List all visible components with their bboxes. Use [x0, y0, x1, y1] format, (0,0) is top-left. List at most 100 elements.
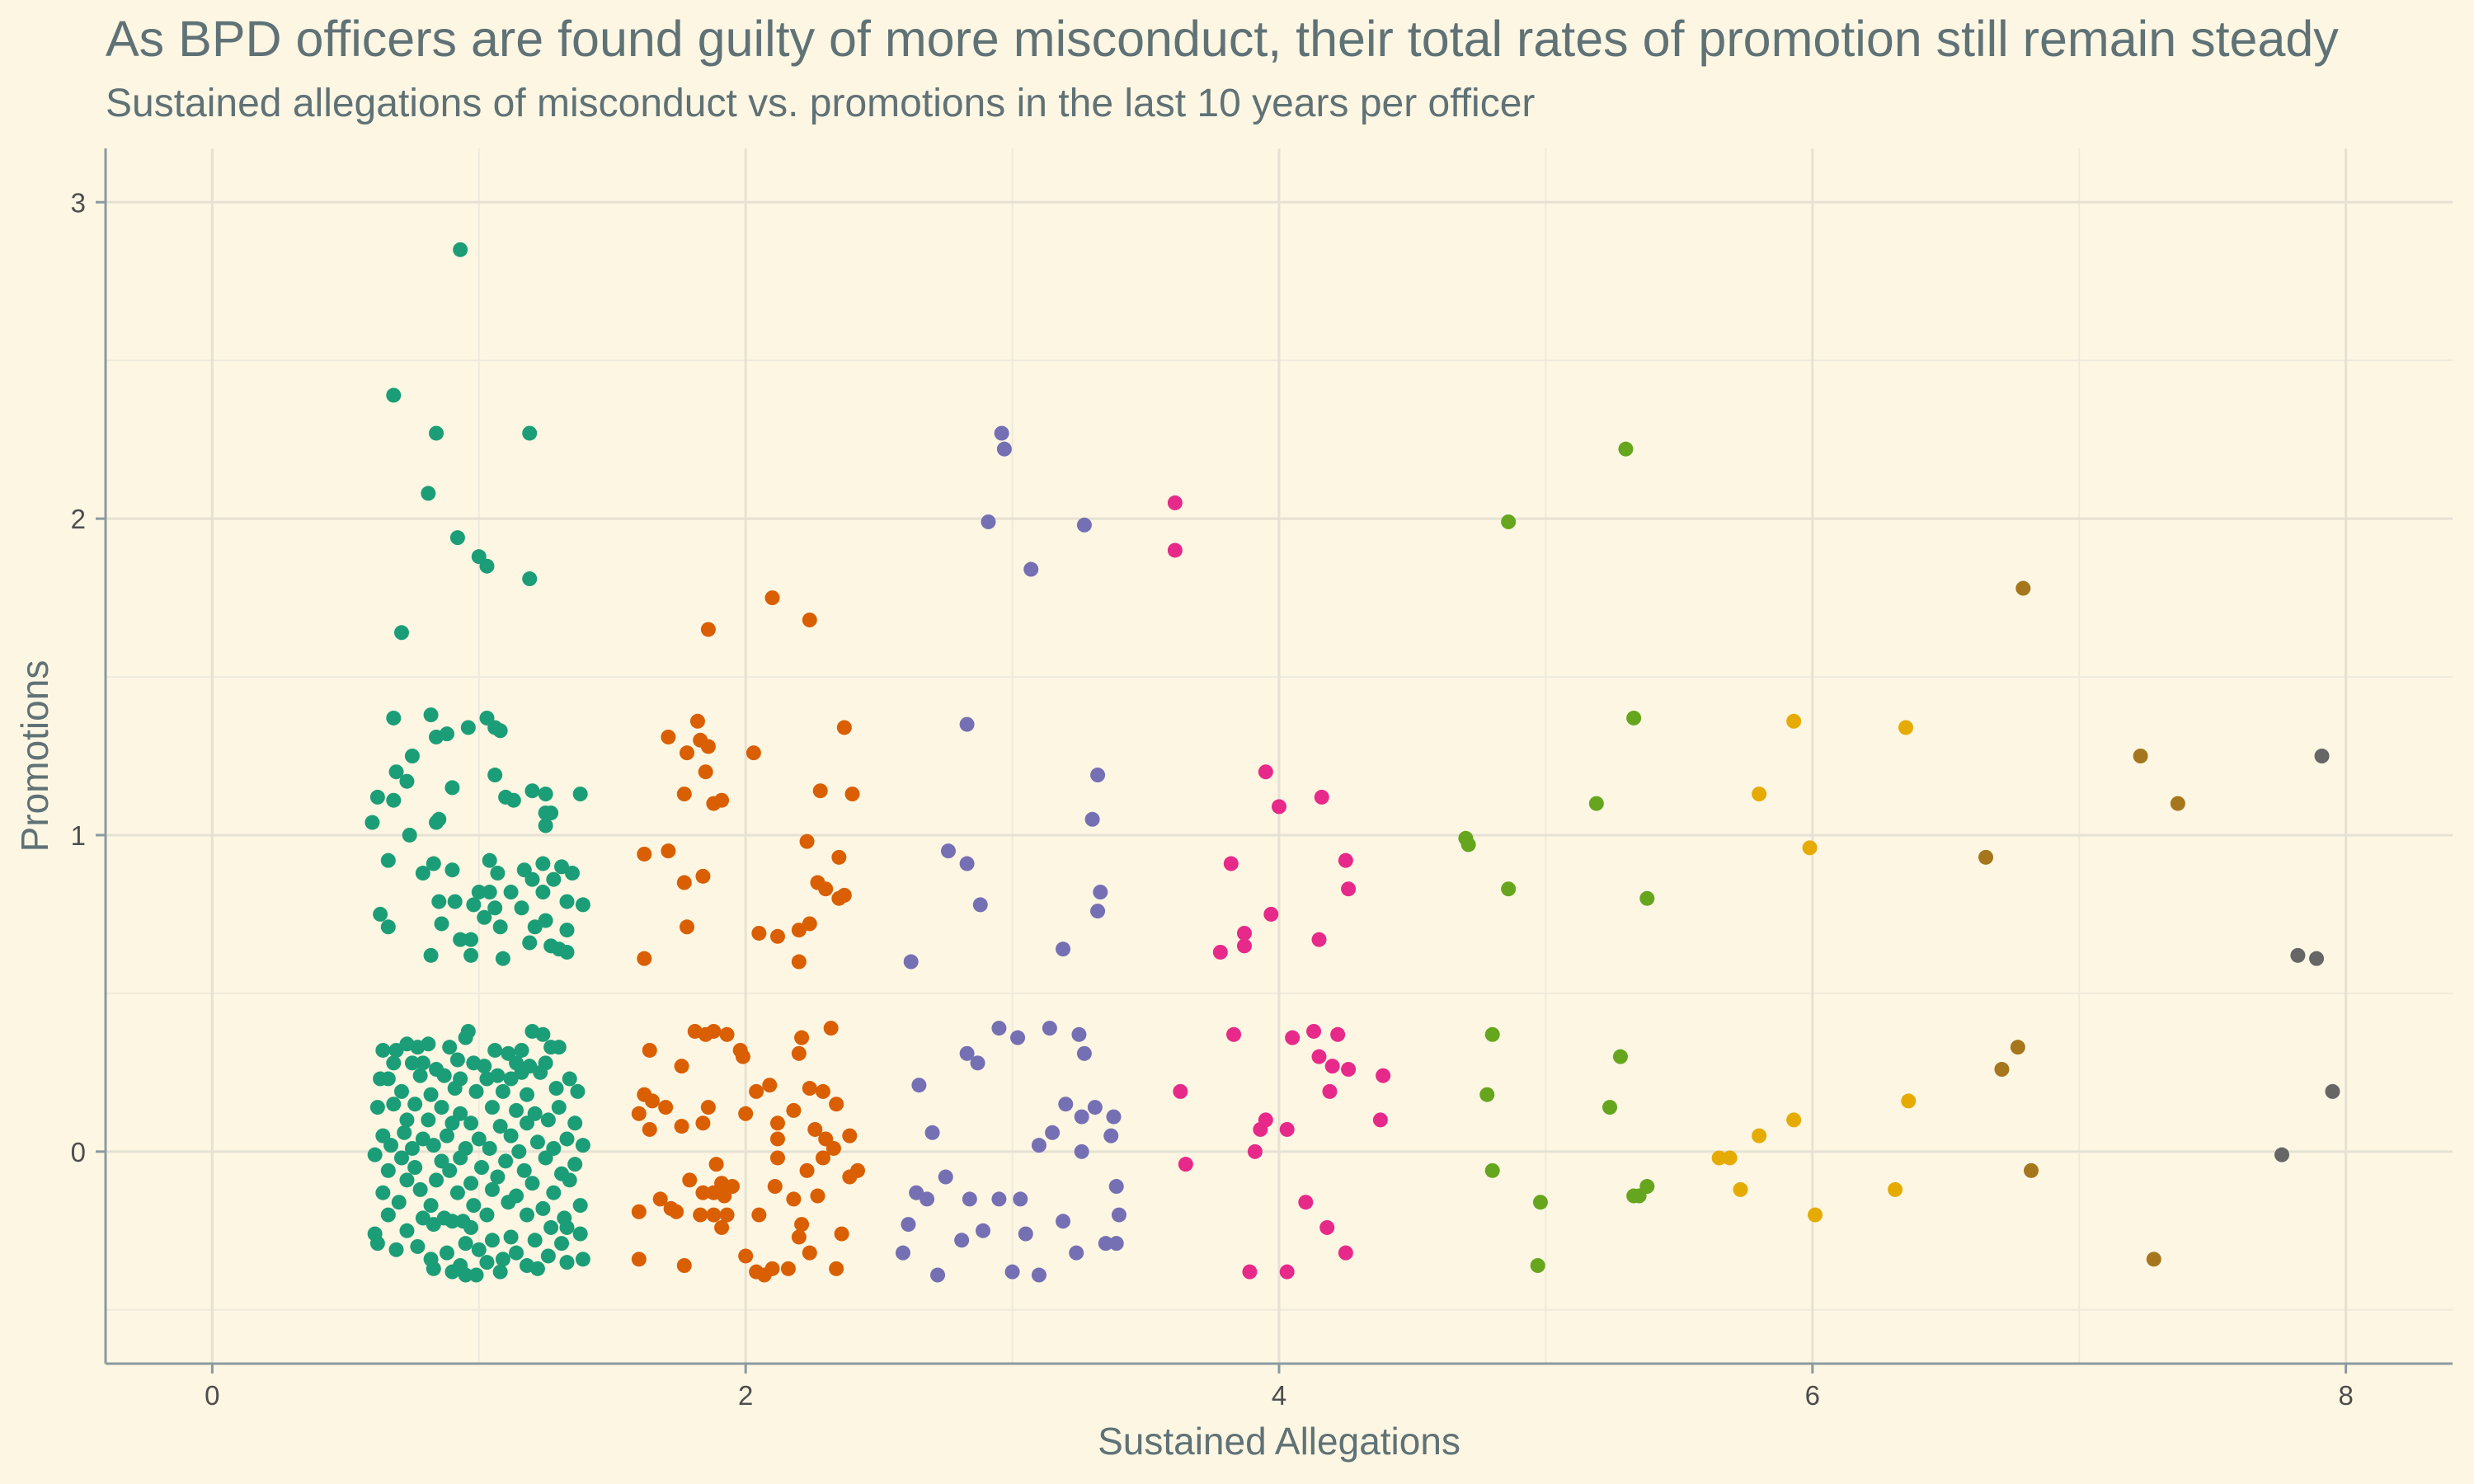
chart-title: As BPD officers are found guilty of more…: [106, 11, 2339, 67]
data-point: [1093, 885, 1108, 900]
data-point: [386, 792, 402, 808]
data-point: [533, 1064, 548, 1080]
data-point: [484, 1233, 500, 1248]
data-point: [652, 1191, 668, 1207]
data-point: [637, 951, 652, 966]
data-point: [393, 1150, 409, 1166]
data-point: [1071, 1026, 1087, 1042]
data-point: [471, 1242, 487, 1257]
data-point: [482, 852, 497, 868]
data-point: [762, 1078, 778, 1093]
data-point: [535, 885, 551, 900]
data-point: [1901, 1093, 1917, 1109]
data-point: [516, 1162, 532, 1178]
data-point: [661, 729, 676, 744]
data-point: [674, 1059, 689, 1074]
x-tick-label: 4: [1272, 1380, 1286, 1411]
data-point: [909, 1185, 924, 1200]
data-point: [719, 1026, 735, 1042]
data-point: [2314, 749, 2330, 763]
data-point: [1279, 1121, 1295, 1137]
data-point: [769, 1131, 785, 1147]
data-point: [524, 1176, 540, 1191]
data-point: [373, 906, 388, 922]
data-point: [415, 866, 430, 881]
data-point: [836, 720, 852, 735]
data-point: [529, 1134, 545, 1150]
data-point: [423, 1087, 439, 1102]
data-point: [575, 897, 590, 913]
data-point: [439, 1245, 454, 1261]
data-point: [503, 885, 519, 900]
data-point: [404, 1055, 420, 1071]
data-point: [511, 1144, 527, 1159]
data-point: [676, 875, 692, 890]
data-point: [1056, 942, 1071, 957]
data-point: [642, 1121, 657, 1137]
data-point: [559, 894, 575, 909]
chart-subtitle: Sustained allegations of misconduct vs. …: [106, 82, 1536, 125]
data-point: [495, 1252, 510, 1267]
data-point: [421, 1112, 436, 1128]
data-point: [1108, 1179, 1124, 1195]
data-point: [412, 1068, 428, 1083]
data-point: [1212, 944, 1228, 960]
data-point: [567, 1157, 583, 1172]
data-point: [415, 1131, 430, 1147]
data-point: [1319, 1219, 1335, 1235]
data-point: [682, 1172, 698, 1188]
data-point: [506, 792, 521, 808]
data-point: [1376, 1068, 1391, 1083]
data-point: [812, 783, 828, 799]
data-point: [1272, 799, 1286, 815]
data-point: [434, 916, 449, 932]
data-point: [460, 1023, 476, 1039]
data-point: [421, 1036, 436, 1052]
data-point: [1978, 849, 1994, 865]
data-point: [1602, 1100, 1618, 1115]
data-point: [924, 1125, 940, 1140]
data-point: [2309, 951, 2325, 966]
data-point: [708, 1157, 724, 1172]
data-point: [380, 919, 396, 935]
data-point: [680, 745, 695, 761]
data-point: [2325, 1083, 2340, 1099]
data-point: [380, 1162, 396, 1178]
data-point: [540, 1248, 556, 1264]
data-point: [1338, 852, 1353, 868]
data-point: [700, 739, 716, 754]
data-point: [780, 1261, 796, 1276]
data-point: [719, 1207, 735, 1223]
data-point: [1626, 710, 1642, 726]
x-tick-label: 6: [1805, 1380, 1820, 1411]
data-point: [695, 1115, 711, 1131]
data-point: [1090, 768, 1106, 783]
data-point: [831, 890, 847, 906]
data-point: [791, 1045, 807, 1061]
data-point: [509, 1102, 524, 1118]
data-point: [895, 1245, 910, 1261]
data-point: [538, 818, 553, 834]
data-point: [369, 1100, 385, 1115]
data-point: [802, 1245, 817, 1261]
x-tick-label: 8: [2338, 1380, 2353, 1411]
data-point: [471, 885, 487, 900]
data-point: [399, 1172, 415, 1188]
data-point: [460, 720, 476, 735]
data-point: [487, 768, 503, 783]
data-point: [535, 1026, 551, 1042]
data-point: [901, 1217, 916, 1233]
data-point: [559, 1255, 575, 1270]
data-point: [429, 1172, 444, 1188]
data-point: [959, 856, 975, 871]
data-point: [564, 866, 580, 881]
data-point: [1311, 932, 1327, 947]
data-point: [1311, 1049, 1327, 1064]
data-point: [471, 1131, 487, 1147]
data-point: [1013, 1191, 1028, 1207]
data-point: [815, 1083, 830, 1099]
data-point: [2290, 947, 2306, 963]
data-point: [1786, 713, 1802, 729]
data-point: [794, 1030, 810, 1045]
data-point: [1722, 1150, 1738, 1166]
